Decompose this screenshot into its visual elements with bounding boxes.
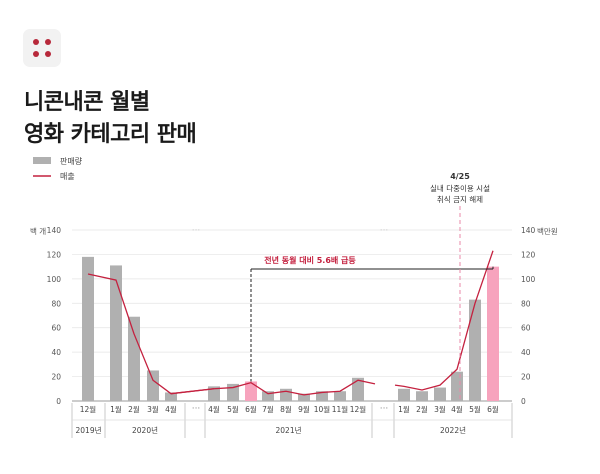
x-tick-label: 5월 <box>469 404 481 414</box>
axis-gap-top-2: ··· <box>380 226 389 236</box>
x-tick-label: 6월 <box>487 404 499 414</box>
x-tick-label: 11월 <box>332 404 349 414</box>
x-tick-label: 2월 <box>128 404 140 414</box>
x-tick-label: 3월 <box>434 404 446 414</box>
x-tick-label: 3월 <box>147 404 159 414</box>
bar <box>298 393 310 401</box>
bar <box>128 316 140 401</box>
event-desc-line2: 취식 금지 해제 <box>437 194 483 204</box>
bar <box>334 391 346 401</box>
y-tick-right: 80 <box>521 299 531 308</box>
y-tick-left: 140 <box>47 226 62 235</box>
bar <box>82 256 94 401</box>
y-tick-left: 40 <box>51 348 61 357</box>
x-tick-label: 12월 <box>350 404 367 414</box>
chart-title-line-1: 니콘내콘 월별 <box>24 90 150 115</box>
growth-annotation: 전년 동월 대비 5.6배 급등 <box>264 255 356 265</box>
right-axis-unit: 백만원 <box>537 226 558 236</box>
year-label: 2019년 <box>76 425 102 435</box>
y-tick-left: 60 <box>51 324 61 333</box>
legend-bar-swatch <box>33 157 51 164</box>
revenue-line-2022 <box>394 250 494 391</box>
bar <box>451 371 463 401</box>
app-logo <box>23 29 61 67</box>
x-tick-label: 2월 <box>416 404 428 414</box>
legend-line-label: 매출 <box>60 171 75 181</box>
y-tick-left: 100 <box>47 275 62 284</box>
bar <box>469 299 481 401</box>
x-tick-label: 9월 <box>298 404 310 414</box>
bar <box>262 391 274 401</box>
bar <box>165 392 177 401</box>
year-label: 2020년 <box>132 425 158 435</box>
event-date-label: 4/25 <box>450 172 470 181</box>
x-tick-label: 4월 <box>208 404 220 414</box>
y-tick-right: 20 <box>521 373 531 382</box>
y-tick-right: 60 <box>521 324 531 333</box>
bar <box>110 265 122 401</box>
x-tick-label: 12월 <box>80 404 97 414</box>
year-label: 2021년 <box>276 425 302 435</box>
bar <box>208 386 220 401</box>
x-tick-label: 7월 <box>262 404 274 414</box>
revenue-line-2021 <box>170 379 376 396</box>
bar <box>352 377 364 401</box>
bar <box>416 391 428 401</box>
bar <box>487 266 499 401</box>
axis-gap-top-1: ··· <box>192 226 201 236</box>
x-tick-label: 5월 <box>227 404 239 414</box>
x-tick-label: 4월 <box>165 404 177 414</box>
x-tick-label: 4월 <box>451 404 463 414</box>
x-tick-label: 8월 <box>280 404 292 414</box>
y-tick-left: 20 <box>51 373 61 382</box>
year-label: 2022년 <box>440 425 466 435</box>
chart-title-line-2: 영화 카테고리 판매 <box>24 122 197 147</box>
axis-gap-bottom-1: ··· <box>192 404 201 414</box>
x-tick-label: 1월 <box>110 404 122 414</box>
event-desc-line1: 실내 다중이용 시설 <box>430 183 490 193</box>
y-tick-right: 120 <box>521 250 536 259</box>
y-tick-right: 0 <box>521 397 526 406</box>
y-tick-right: 140 <box>521 226 536 235</box>
legend-bar-label: 판매량 <box>60 156 83 166</box>
left-axis-unit: 백 개 <box>30 226 46 236</box>
x-tick-label: 1월 <box>398 404 410 414</box>
bar <box>398 388 410 401</box>
revenue-line-2020 <box>87 273 215 395</box>
y-tick-right: 40 <box>521 348 531 357</box>
bar <box>316 391 328 401</box>
bar <box>434 387 446 401</box>
y-tick-right: 100 <box>521 275 536 284</box>
axis-gap-bottom-2: ··· <box>380 404 389 414</box>
bar <box>147 370 159 401</box>
y-tick-left: 120 <box>47 250 62 259</box>
y-tick-left: 0 <box>56 397 61 406</box>
bar <box>245 381 257 401</box>
x-tick-label: 6월 <box>245 404 257 414</box>
y-tick-left: 80 <box>51 299 61 308</box>
x-tick-label: 10월 <box>314 404 331 414</box>
